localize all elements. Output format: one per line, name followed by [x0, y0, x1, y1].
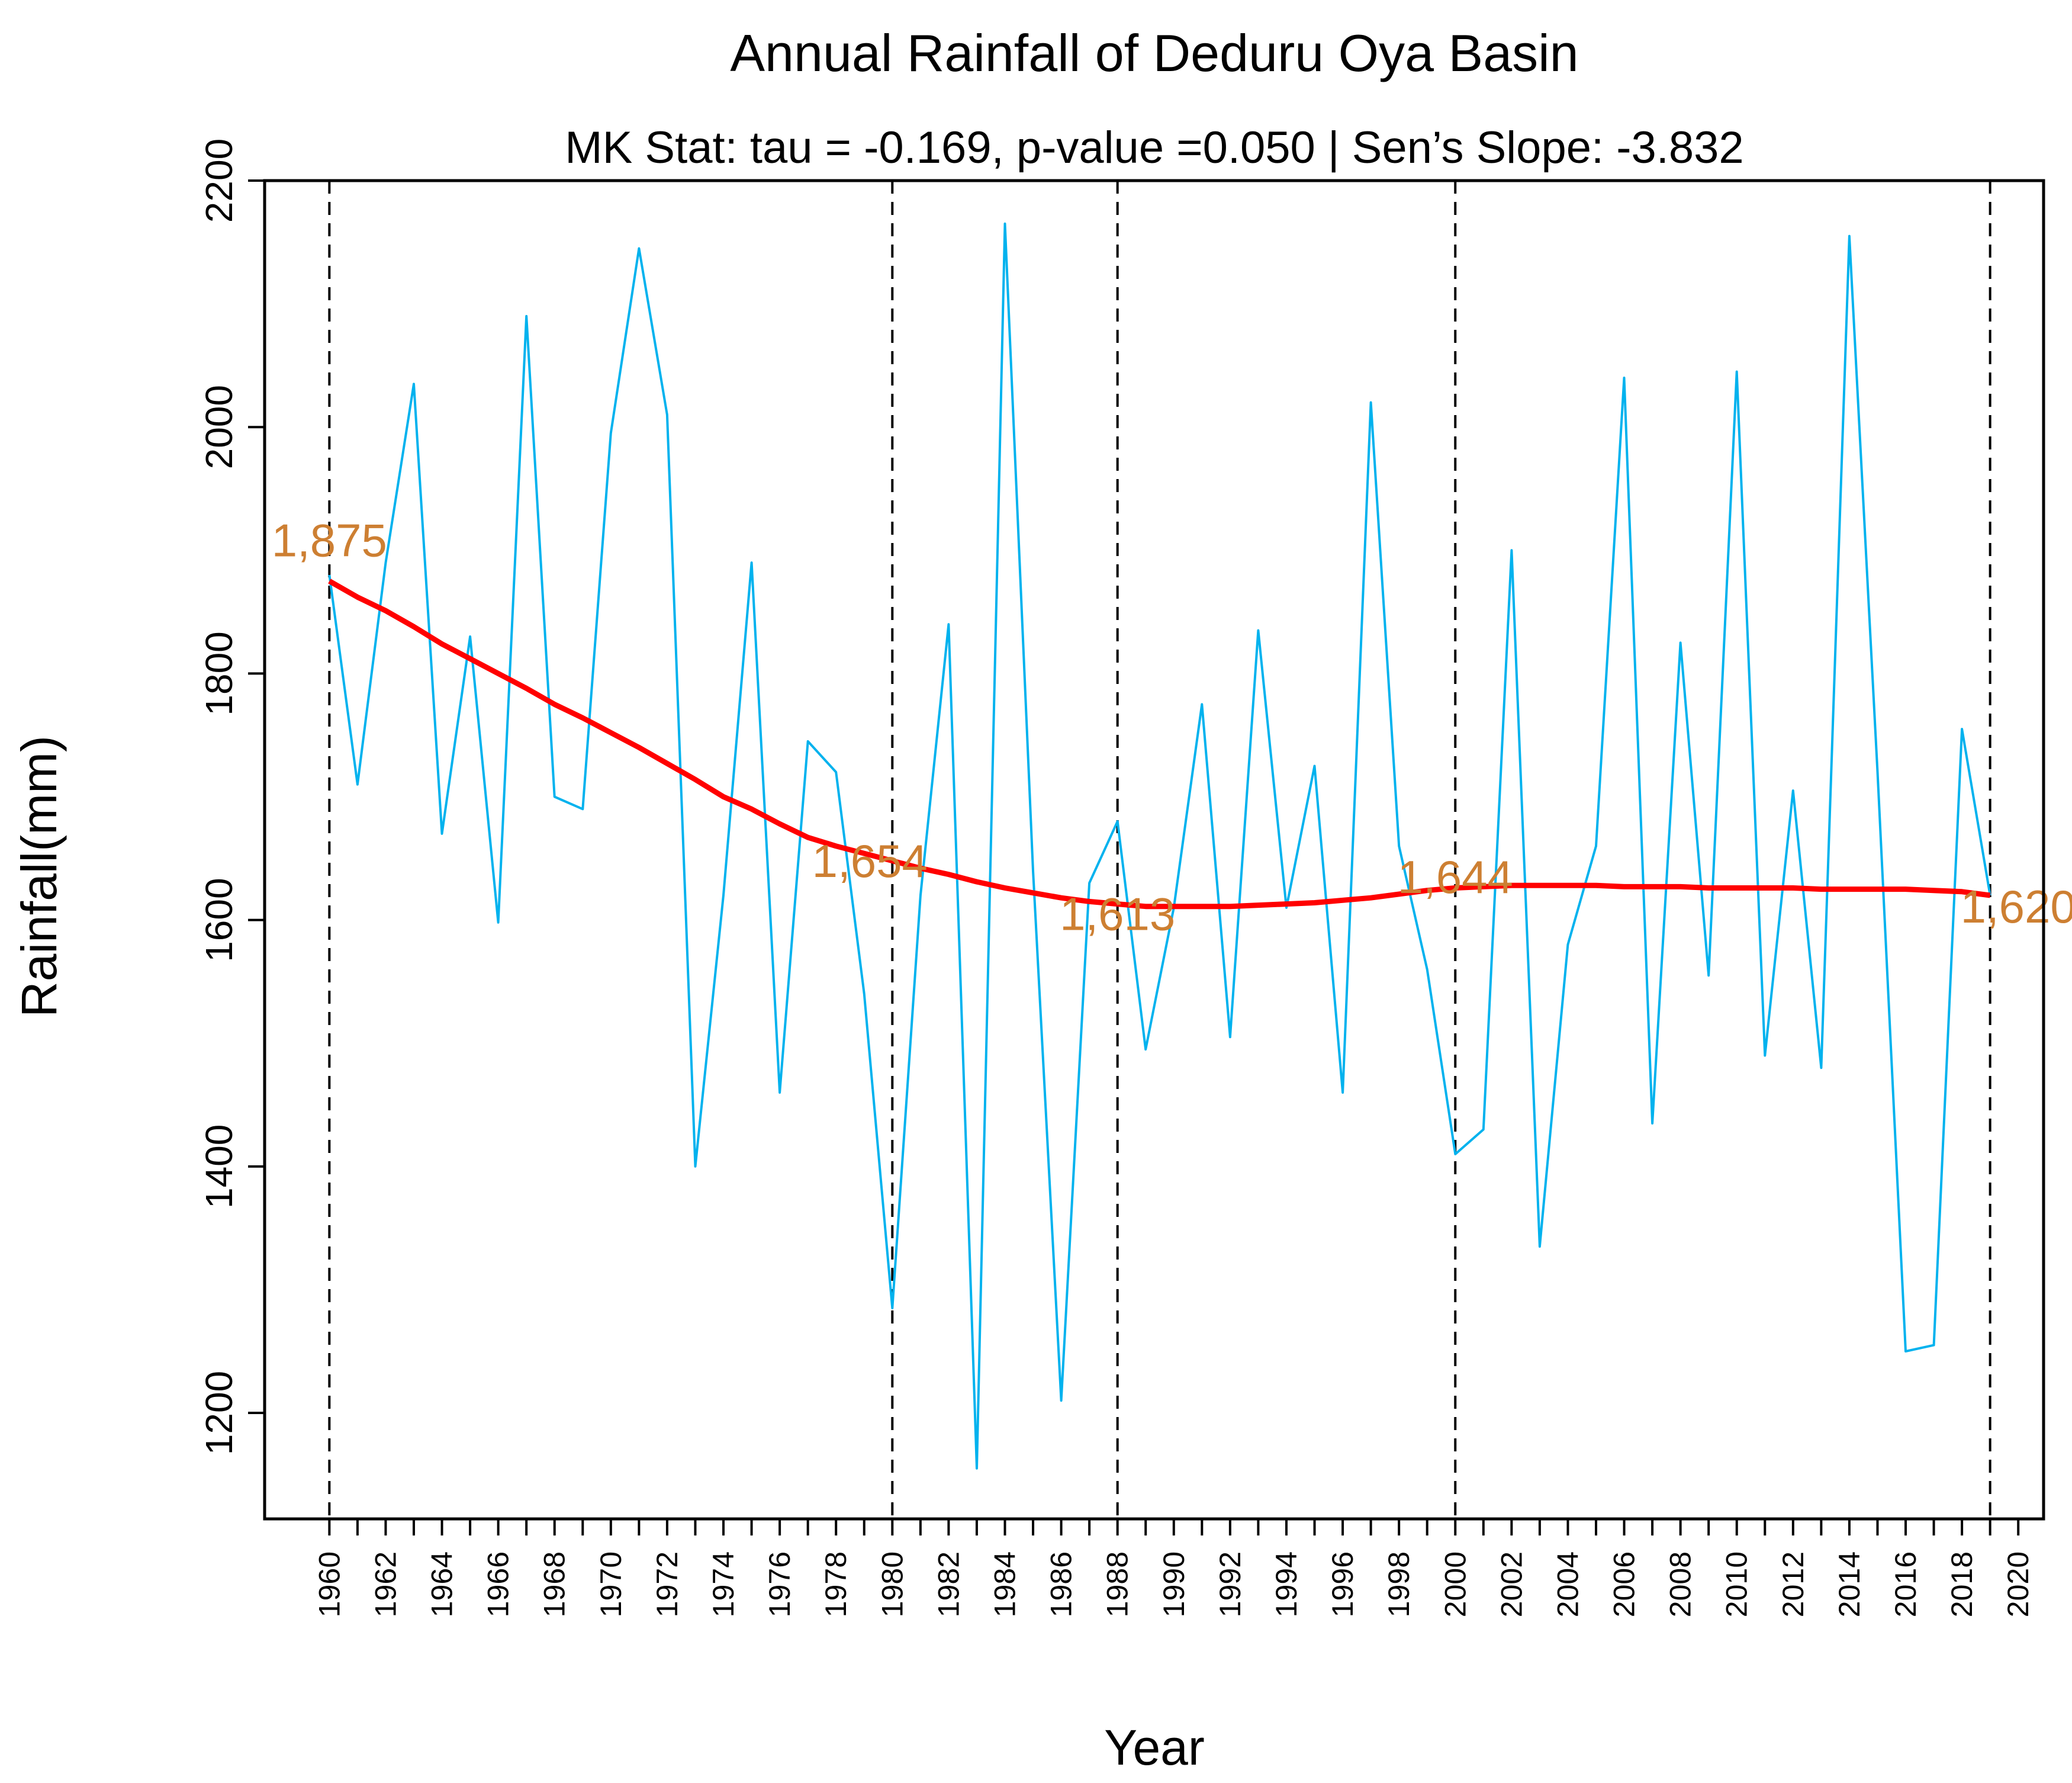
- x-axis-label: Year: [1104, 1720, 1205, 1775]
- trend-value-label: 1,620: [1961, 881, 2072, 933]
- x-tick-label: 1974: [707, 1551, 740, 1617]
- y-tick-label: 1200: [198, 1371, 240, 1455]
- x-tick-label: 2002: [1495, 1551, 1528, 1617]
- y-tick-label: 1800: [198, 631, 240, 715]
- x-tick-label: 2004: [1551, 1551, 1584, 1617]
- x-tick-label: 1980: [876, 1551, 909, 1617]
- y-tick-label: 1600: [198, 878, 240, 962]
- x-tick-label: 1982: [932, 1551, 965, 1617]
- x-tick-label: 2008: [1664, 1551, 1697, 1617]
- x-tick-label: 1970: [594, 1551, 628, 1617]
- x-tick-label: 1962: [369, 1551, 402, 1617]
- chart-title: Annual Rainfall of Deduru Oya Basin: [730, 24, 1578, 82]
- x-tick-label: 1992: [1214, 1551, 1247, 1617]
- x-tick-label: 1986: [1045, 1551, 1078, 1617]
- x-tick-label: 1976: [763, 1551, 796, 1617]
- sens-slope-trend-line: [328, 579, 1991, 910]
- y-tick-label: 2000: [198, 385, 240, 469]
- x-tick-label: 2014: [1833, 1551, 1866, 1617]
- x-tick-label: 1998: [1382, 1551, 1415, 1617]
- x-tick-label: 1968: [538, 1551, 571, 1617]
- x-tick-label: 1966: [482, 1551, 515, 1617]
- y-tick-label: 1400: [198, 1125, 240, 1209]
- rainfall-line: [328, 222, 1991, 1470]
- x-tick-label: 2010: [1720, 1551, 1754, 1617]
- plot-frame: [263, 179, 2045, 1521]
- x-tick-label: 1972: [651, 1551, 684, 1617]
- x-tick-label: 1988: [1101, 1551, 1134, 1617]
- x-tick-label: 1984: [988, 1551, 1021, 1617]
- x-tick-label: 2012: [1777, 1551, 1810, 1617]
- trend-value-label: 1,644: [1398, 851, 1513, 903]
- x-tick-label: 1990: [1157, 1551, 1191, 1617]
- x-tick-label: 2006: [1608, 1551, 1641, 1617]
- y-axis-label: Rainfall(mm): [11, 735, 67, 1017]
- x-tick-label: 1978: [819, 1551, 852, 1617]
- x-tick-label: 2000: [1439, 1551, 1472, 1617]
- x-tick-label: 1960: [313, 1551, 346, 1617]
- y-tick-label: 2200: [198, 139, 240, 223]
- trend-value-label: 1,613: [1060, 888, 1175, 940]
- x-tick-label: 1964: [426, 1551, 459, 1617]
- x-tick-label: 1996: [1326, 1551, 1359, 1617]
- x-tick-label: 2018: [1945, 1551, 1978, 1617]
- x-tick-label: 1994: [1270, 1551, 1303, 1617]
- trend-value-label: 1,654: [812, 835, 928, 887]
- chart-subtitle: MK Stat: tau = -0.169, p-value =0.050 | …: [565, 123, 1743, 173]
- trend-value-label: 1,875: [272, 515, 387, 567]
- x-tick-label: 2016: [1889, 1551, 1922, 1617]
- x-tick-label: 2020: [2002, 1551, 2035, 1617]
